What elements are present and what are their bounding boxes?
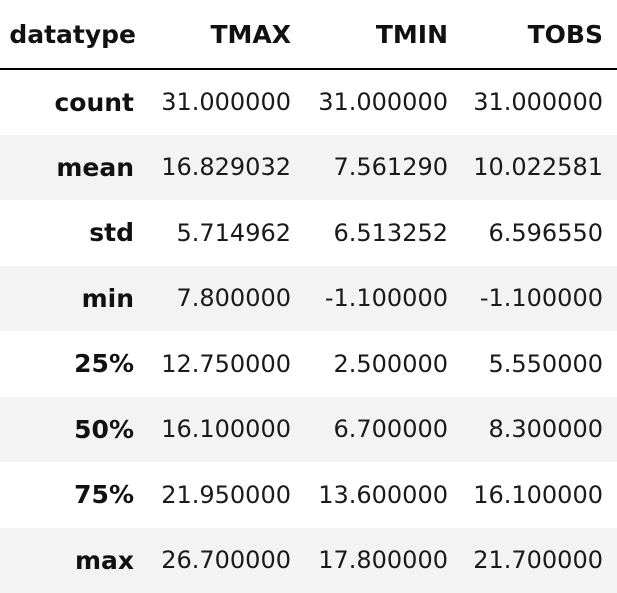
table-row-count: count 31.000000 31.000000 31.000000 xyxy=(0,69,617,135)
index-name-header: datatype xyxy=(0,0,150,69)
cell-tmax: 12.750000 xyxy=(150,331,305,397)
cell-tobs: 8.300000 xyxy=(462,397,617,463)
table-row-25pct: 25% 12.750000 2.500000 5.550000 xyxy=(0,331,617,397)
cell-tobs: 21.700000 xyxy=(462,528,617,593)
cell-tmin: 17.800000 xyxy=(305,528,462,593)
cell-tmax: 16.829032 xyxy=(150,135,305,201)
row-label: std xyxy=(0,200,150,266)
cell-tmax: 31.000000 xyxy=(150,69,305,135)
table-row-50pct: 50% 16.100000 6.700000 8.300000 xyxy=(0,397,617,463)
table-row-mean: mean 16.829032 7.561290 10.022581 xyxy=(0,135,617,201)
table-row-max: max 26.700000 17.800000 21.700000 xyxy=(0,528,617,593)
row-label: mean xyxy=(0,135,150,201)
row-label: 50% xyxy=(0,397,150,463)
dataframe-output: datatype TMAX TMIN TOBS count 31.000000 … xyxy=(0,0,617,581)
cell-tmax: 5.714962 xyxy=(150,200,305,266)
row-label: min xyxy=(0,266,150,332)
table-header: datatype TMAX TMIN TOBS xyxy=(0,0,617,69)
row-label: 25% xyxy=(0,331,150,397)
cell-tmin: 6.700000 xyxy=(305,397,462,463)
column-header-tobs: TOBS xyxy=(462,0,617,69)
cell-tmax: 26.700000 xyxy=(150,528,305,593)
table-row-75pct: 75% 21.950000 13.600000 16.100000 xyxy=(0,462,617,528)
table-body: count 31.000000 31.000000 31.000000 mean… xyxy=(0,69,617,593)
row-label: max xyxy=(0,528,150,593)
cell-tobs: 6.596550 xyxy=(462,200,617,266)
cell-tmax: 21.950000 xyxy=(150,462,305,528)
cell-tobs: 31.000000 xyxy=(462,69,617,135)
cell-tmin: 7.561290 xyxy=(305,135,462,201)
cell-tobs: 16.100000 xyxy=(462,462,617,528)
cell-tmax: 16.100000 xyxy=(150,397,305,463)
row-label: count xyxy=(0,69,150,135)
cell-tmin: -1.100000 xyxy=(305,266,462,332)
cell-tmin: 2.500000 xyxy=(305,331,462,397)
table-row-min: min 7.800000 -1.100000 -1.100000 xyxy=(0,266,617,332)
column-header-tmax: TMAX xyxy=(150,0,305,69)
cell-tmax: 7.800000 xyxy=(150,266,305,332)
cell-tobs: -1.100000 xyxy=(462,266,617,332)
column-header-tmin: TMIN xyxy=(305,0,462,69)
header-row: datatype TMAX TMIN TOBS xyxy=(0,0,617,69)
row-label: 75% xyxy=(0,462,150,528)
cell-tmin: 13.600000 xyxy=(305,462,462,528)
table-row-std: std 5.714962 6.513252 6.596550 xyxy=(0,200,617,266)
cell-tobs: 10.022581 xyxy=(462,135,617,201)
cell-tobs: 5.550000 xyxy=(462,331,617,397)
cell-tmin: 31.000000 xyxy=(305,69,462,135)
cell-tmin: 6.513252 xyxy=(305,200,462,266)
